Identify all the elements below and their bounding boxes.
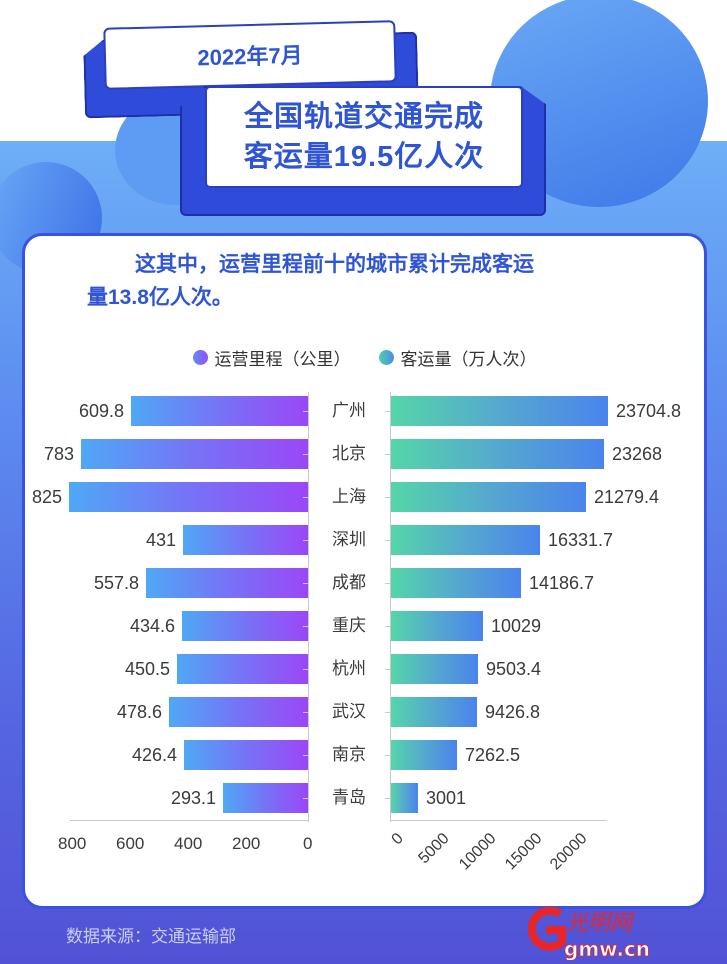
- data-source: 数据来源：交通运输部: [66, 927, 236, 947]
- logo-domain: gmw.cn: [564, 937, 650, 960]
- chart-card: 这其中，运营里程前十的城市累计完成客运 量13.8亿人次。 运营里程（公里） 客…: [22, 233, 707, 909]
- intro-text: 这其中，运营里程前十的城市累计完成客运 量13.8亿人次。: [87, 248, 677, 314]
- logo-text: 光明网: [566, 911, 635, 936]
- legend-dot-traffic-icon: [378, 350, 394, 365]
- page-title-line2: 客运量19.5亿人次: [243, 141, 485, 173]
- legend-label-traffic: 客运量（万人次）: [400, 350, 537, 370]
- page-title-line1: 全国轨道交通完成: [243, 101, 484, 133]
- title-plate: 全国轨道交通完成 客运量19.5亿人次: [205, 86, 523, 188]
- legend-item-mileage[interactable]: 运营里程（公里）: [192, 345, 351, 370]
- gmw-logo-icon[interactable]: 光明网 gmw.cn: [522, 900, 662, 960]
- date-label: 2022年7月: [197, 42, 303, 71]
- legend-dot-mileage-icon: [192, 350, 208, 365]
- intro-line1: 这其中，运营里程前十的城市累计完成客运: [135, 253, 534, 276]
- date-plate: 2022年7月: [103, 20, 397, 90]
- chart-legend: 运营里程（公里） 客运量（万人次）: [25, 345, 704, 370]
- legend-item-traffic[interactable]: 客运量（万人次）: [378, 345, 537, 370]
- intro-line2: 量13.8亿人次。: [87, 286, 233, 309]
- legend-label-mileage: 运营里程（公里）: [214, 350, 351, 370]
